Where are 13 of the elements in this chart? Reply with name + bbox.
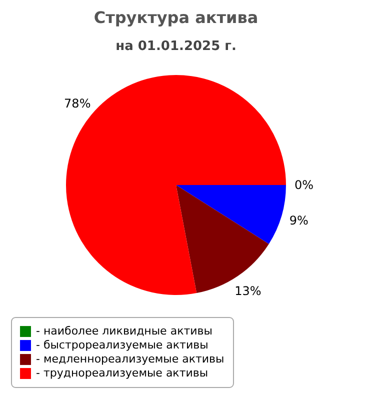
data-label: 9%: [289, 214, 308, 228]
data-label: 78%: [64, 96, 91, 110]
chart-subtitle: на 01.01.2025 г.: [116, 39, 236, 54]
legend-label: - быстрореализуемые активы: [36, 338, 208, 352]
text: 0%: [294, 178, 314, 192]
data-label: 13%: [234, 284, 262, 298]
legend-label: - наиболее ликвидные активы: [36, 324, 212, 338]
pie-slice: [176, 185, 269, 294]
chart-title: Структура актива: [94, 8, 258, 27]
pie-slice: [176, 185, 286, 244]
legend-label: - труднореализуемые активы: [36, 366, 208, 380]
pie-slice: [66, 75, 286, 295]
legend-label: - медленнореализуемые активы: [36, 352, 224, 366]
